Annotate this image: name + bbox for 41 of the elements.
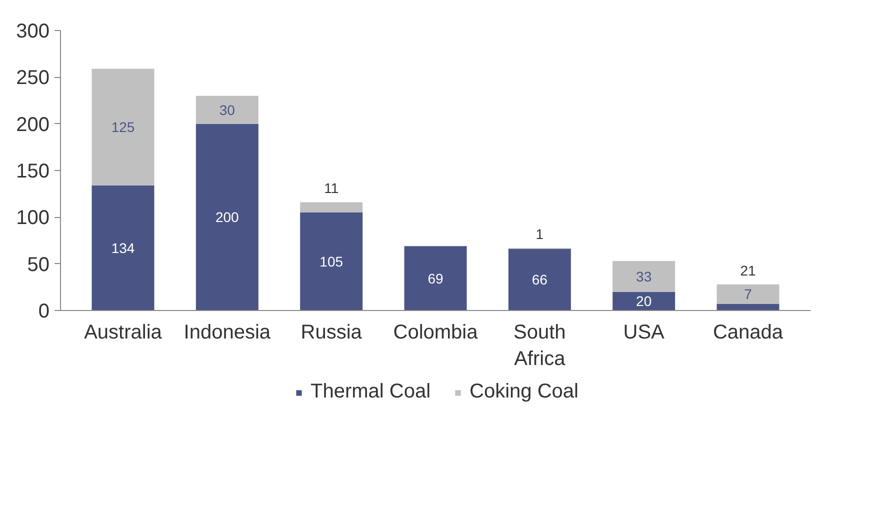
- x-tick-label: Indonesia: [184, 322, 272, 344]
- data-label: 66: [532, 272, 548, 288]
- data-label: 105: [320, 254, 344, 270]
- data-label: 200: [215, 209, 240, 226]
- x-tick-label: Canada: [712, 322, 784, 344]
- y-tick-label: 50: [27, 254, 50, 276]
- bar: [92, 68, 154, 186]
- legend-label: Thermal Coal: [310, 380, 431, 404]
- bar: [300, 202, 363, 212]
- bar: [612, 261, 676, 292]
- bar: [612, 292, 676, 310]
- data-label: 7: [744, 286, 752, 302]
- bar: [300, 212, 363, 310]
- data-label: 30: [219, 102, 236, 118]
- bar: [716, 304, 780, 310]
- y-tick-label: 300: [16, 20, 50, 42]
- data-label: 21: [740, 262, 756, 278]
- x-tick-label: Colombia: [393, 322, 479, 344]
- legend-label: Coking Coal: [470, 380, 578, 404]
- bar: [508, 248, 571, 310]
- bar: [196, 96, 258, 124]
- x-tick-label: South Africa: [514, 322, 566, 370]
- y-tick-label: 100: [16, 207, 50, 230]
- y-tick-label: 150: [16, 160, 50, 182]
- y-tick-label: 250: [16, 67, 50, 90]
- x-tick-label: USA: [623, 322, 666, 344]
- y-tick-label: 0: [38, 300, 50, 322]
- y-tick-label: 200: [16, 114, 50, 136]
- bar: [716, 284, 780, 304]
- data-label: 20: [636, 293, 652, 310]
- bar: [92, 185, 154, 310]
- data-label: 134: [111, 240, 135, 256]
- x-tick-label: Australia: [84, 322, 163, 344]
- data-label: 33: [636, 268, 652, 284]
- data-label: 69: [428, 270, 444, 286]
- bar: [404, 246, 467, 310]
- data-label: 125: [111, 119, 135, 136]
- bar: [196, 124, 258, 310]
- data-label: 1: [536, 226, 544, 242]
- data-label: 11: [324, 180, 339, 196]
- x-tick-label: Russia: [300, 322, 363, 344]
